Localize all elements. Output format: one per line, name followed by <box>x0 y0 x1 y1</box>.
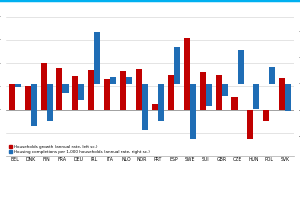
Bar <box>248 110 254 139</box>
Bar <box>110 77 116 84</box>
Bar <box>40 63 46 110</box>
Bar <box>200 72 206 110</box>
Bar <box>46 84 52 121</box>
Bar <box>269 67 275 84</box>
Bar <box>279 78 285 110</box>
Bar <box>15 84 21 87</box>
Bar <box>62 84 68 93</box>
Bar <box>263 110 269 121</box>
Bar <box>158 84 164 121</box>
Bar <box>254 84 260 109</box>
Bar <box>152 104 158 110</box>
Bar <box>142 84 148 130</box>
Bar <box>25 86 31 110</box>
Bar <box>78 84 84 100</box>
Bar <box>174 47 180 84</box>
Bar <box>216 75 222 110</box>
Bar <box>94 32 101 84</box>
Bar <box>120 71 126 110</box>
Bar <box>31 84 37 126</box>
Bar <box>190 84 196 139</box>
Bar <box>238 50 244 84</box>
Bar <box>184 38 190 110</box>
Bar <box>104 79 110 110</box>
Bar <box>126 77 132 84</box>
Legend: Households growth (annual rate, left sc.), Housing completions per 1,000 househo: Households growth (annual rate, left sc.… <box>8 144 150 154</box>
Bar <box>168 75 174 110</box>
Bar <box>9 84 15 110</box>
Bar <box>285 84 291 111</box>
Bar <box>136 69 142 110</box>
Bar <box>222 84 228 96</box>
Bar <box>88 70 94 110</box>
Bar <box>206 84 212 106</box>
Bar <box>72 76 78 110</box>
Bar <box>232 97 238 110</box>
Bar <box>56 68 62 110</box>
